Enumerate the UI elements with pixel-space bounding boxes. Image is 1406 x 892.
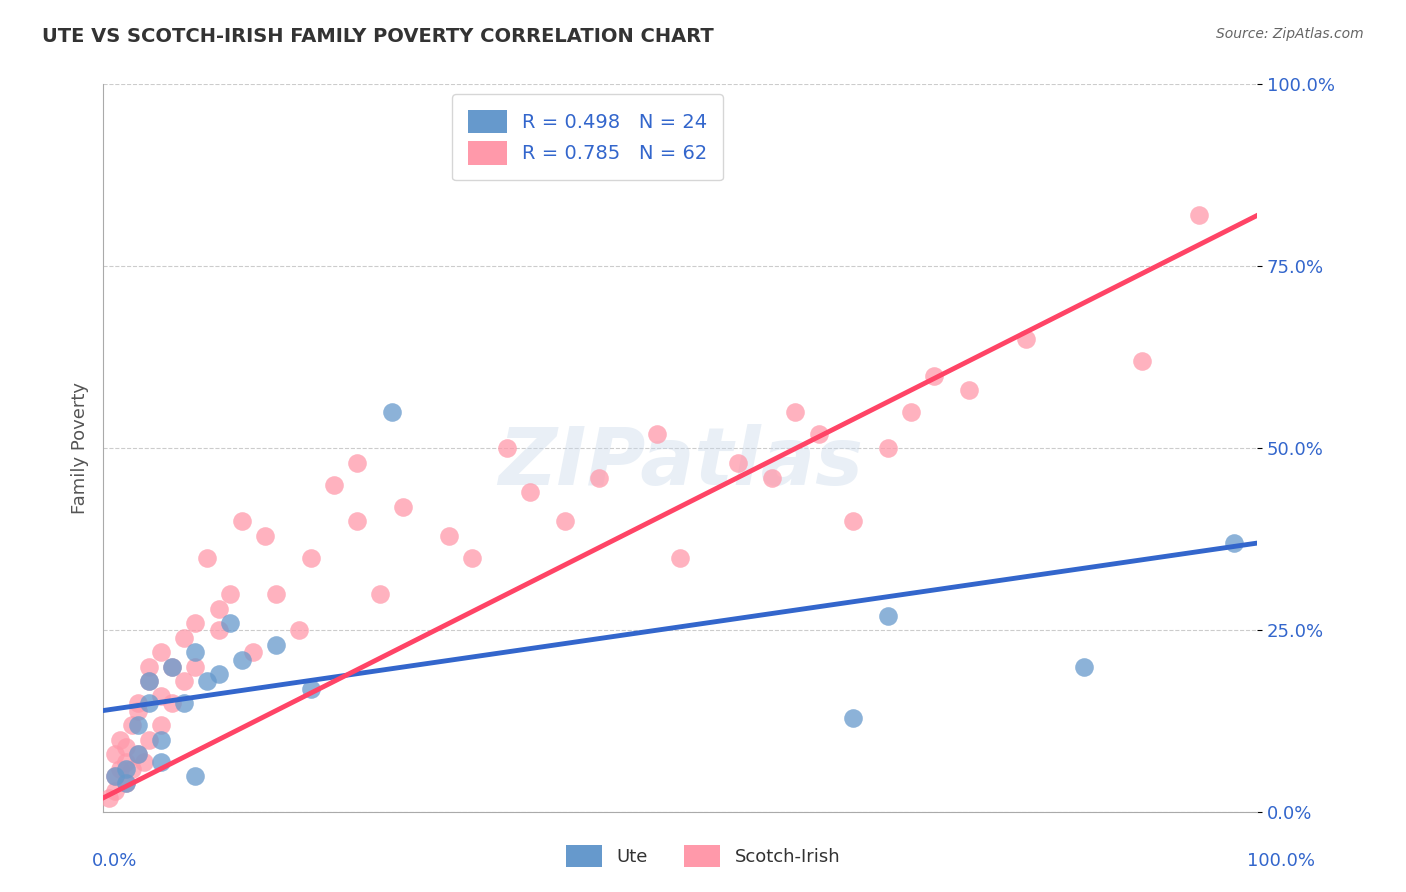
Legend: R = 0.498   N = 24, R = 0.785   N = 62: R = 0.498 N = 24, R = 0.785 N = 62 [453, 95, 723, 180]
Point [322, 478, 344, 492]
Point [207, 624, 229, 638]
Point [207, 667, 229, 681]
Point [669, 550, 692, 565]
Point [173, 696, 195, 710]
Point [149, 645, 172, 659]
Point [785, 405, 807, 419]
Point [219, 616, 242, 631]
Point [97, 791, 120, 805]
Point [842, 711, 865, 725]
Point [368, 587, 391, 601]
Point [876, 442, 898, 456]
Point [110, 732, 132, 747]
Point [195, 550, 218, 565]
Point [876, 608, 898, 623]
Point [288, 624, 311, 638]
Point [761, 470, 783, 484]
Point [173, 674, 195, 689]
Point [195, 674, 218, 689]
Point [1073, 660, 1095, 674]
Point [299, 550, 322, 565]
Point [242, 645, 264, 659]
Point [554, 514, 576, 528]
Point [299, 681, 322, 696]
Point [104, 783, 127, 797]
Point [127, 747, 149, 762]
Point [138, 696, 160, 710]
Text: UTE VS SCOTCH-IRISH FAMILY POVERTY CORRELATION CHART: UTE VS SCOTCH-IRISH FAMILY POVERTY CORRE… [42, 27, 714, 45]
Point [149, 718, 172, 732]
Point [461, 550, 484, 565]
Point [115, 755, 138, 769]
Point [138, 674, 160, 689]
Point [207, 601, 229, 615]
Point [149, 689, 172, 703]
Point [162, 696, 184, 710]
Point [127, 747, 149, 762]
Y-axis label: Family Poverty: Family Poverty [72, 383, 89, 515]
Point [253, 529, 276, 543]
Point [1015, 332, 1038, 346]
Point [219, 587, 242, 601]
Point [127, 704, 149, 718]
Point [957, 383, 980, 397]
Point [1130, 354, 1153, 368]
Point [346, 514, 368, 528]
Point [104, 747, 127, 762]
Point [121, 762, 143, 776]
Point [162, 660, 184, 674]
Point [115, 776, 138, 790]
Point [138, 732, 160, 747]
Point [110, 762, 132, 776]
Point [727, 456, 749, 470]
Point [264, 638, 287, 652]
Point [184, 645, 207, 659]
Point [115, 776, 138, 790]
Text: 100.0%: 100.0% [1247, 852, 1315, 870]
Point [1223, 536, 1246, 550]
Point [439, 529, 461, 543]
Point [162, 660, 184, 674]
Point [264, 587, 287, 601]
Point [104, 769, 127, 783]
Point [900, 405, 922, 419]
Point [132, 755, 155, 769]
Point [173, 631, 195, 645]
Point [184, 769, 207, 783]
Point [922, 368, 945, 383]
Point [149, 732, 172, 747]
Point [346, 456, 368, 470]
Point [807, 426, 830, 441]
Point [231, 652, 253, 666]
Point [127, 696, 149, 710]
Point [1188, 209, 1211, 223]
Text: Source: ZipAtlas.com: Source: ZipAtlas.com [1216, 27, 1364, 41]
Point [519, 485, 541, 500]
Point [392, 500, 415, 514]
Point [588, 470, 610, 484]
Point [149, 755, 172, 769]
Point [127, 718, 149, 732]
Point [138, 660, 160, 674]
Point [115, 739, 138, 754]
Point [184, 660, 207, 674]
Point [496, 442, 519, 456]
Text: ZIPatlas: ZIPatlas [498, 424, 863, 502]
Point [645, 426, 668, 441]
Point [115, 762, 138, 776]
Text: 0.0%: 0.0% [91, 852, 136, 870]
Point [381, 405, 404, 419]
Point [184, 616, 207, 631]
Point [104, 769, 127, 783]
Legend: Ute, Scotch-Irish: Ute, Scotch-Irish [558, 838, 848, 874]
Point [138, 674, 160, 689]
Point [231, 514, 253, 528]
Point [121, 718, 143, 732]
Point [842, 514, 865, 528]
